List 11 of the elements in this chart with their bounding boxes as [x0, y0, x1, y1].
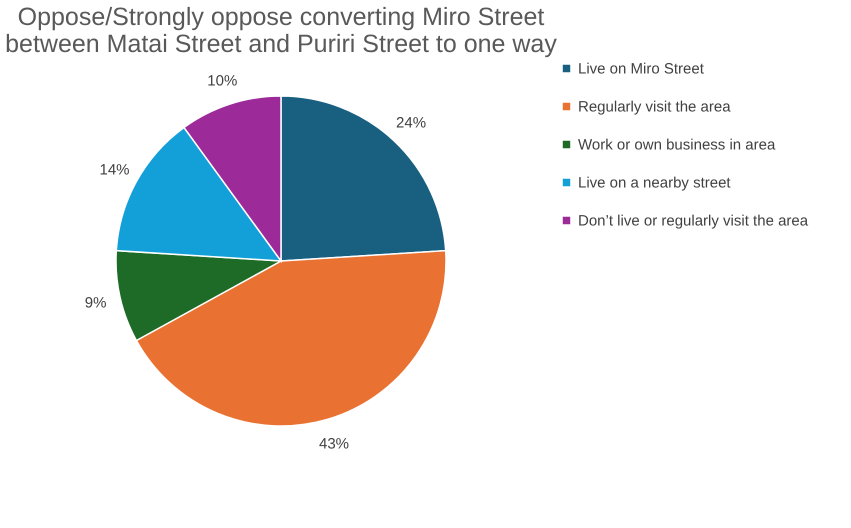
legend-label: Live on Miro Street — [578, 60, 705, 78]
data-label: 43% — [318, 435, 350, 452]
legend-label: Regularly visit the area — [578, 98, 732, 116]
data-label: 10% — [207, 72, 238, 90]
data-label: 9% — [84, 294, 106, 312]
legend-label: Live on a nearby street — [578, 174, 732, 192]
chart-title: Oppose/Strongly oppose converting Miro Street between Matai Street and Puriri Street to one way — [5, 3, 558, 58]
data-label: 24% — [396, 114, 426, 132]
legend-label: Don’t live or regularly visit the area — [578, 212, 809, 230]
legend-label: Work or own business in area — [578, 136, 776, 154]
data-label: 14% — [99, 161, 130, 178]
